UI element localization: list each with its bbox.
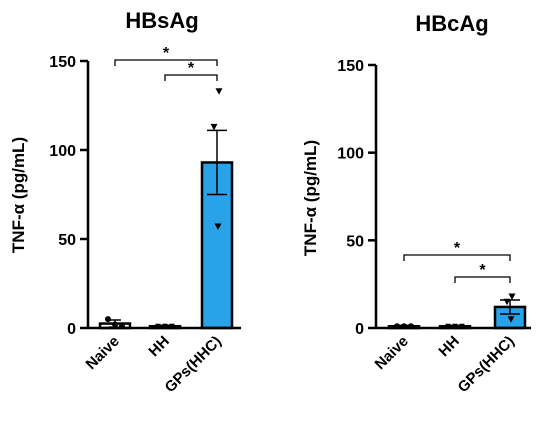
data-point: [169, 323, 175, 329]
significance-label: *: [188, 60, 195, 77]
y-tick-label: 0: [355, 321, 364, 338]
data-point: [445, 323, 451, 329]
x-tick-label: GPs(HHC): [162, 333, 225, 396]
significance-label: *: [479, 262, 486, 279]
y-axis-label: TNF-α (pg/mL): [9, 137, 28, 253]
x-tick-label: HH: [435, 333, 462, 360]
significance-label: *: [163, 45, 170, 62]
data-point: [507, 316, 515, 323]
data-point: [210, 123, 218, 131]
bars: [98, 161, 234, 330]
data-point: [155, 323, 161, 329]
significance-bracket: [114, 59, 218, 66]
y-tick-label: 100: [49, 143, 76, 160]
chart-title: HBcAg: [415, 11, 488, 36]
significance-bracket: [164, 74, 218, 81]
significance-bracket: [454, 276, 511, 283]
data-point: [105, 316, 111, 323]
data-point: [215, 88, 223, 95]
y-tick-label: 100: [337, 146, 364, 163]
y-ticks: 0 50 100 150: [337, 58, 376, 338]
data-point: [214, 223, 222, 231]
y-tick-label: 50: [346, 233, 364, 250]
chart-title: HBsAg: [125, 8, 198, 33]
x-tick-label: GPs(HHC): [455, 333, 518, 396]
y-tick-label: 50: [58, 232, 76, 249]
y-tick-label: 150: [337, 58, 364, 75]
significance-brackets: **: [114, 45, 218, 81]
significance-brackets: **: [403, 240, 511, 283]
x-tick-label: Naive: [83, 333, 123, 373]
x-tick-label: HH: [145, 333, 172, 360]
y-tick-label: 150: [49, 54, 76, 71]
y-axis-label: TNF-α (pg/mL): [301, 140, 320, 256]
y-tick-label: 0: [67, 321, 76, 338]
data-point: [508, 293, 516, 300]
significance-bracket: [403, 254, 511, 261]
y-ticks: 0 50 100 150: [49, 54, 88, 338]
data-point: [459, 323, 465, 329]
significance-label: *: [454, 240, 461, 257]
x-tick-label: Naive: [372, 333, 412, 373]
